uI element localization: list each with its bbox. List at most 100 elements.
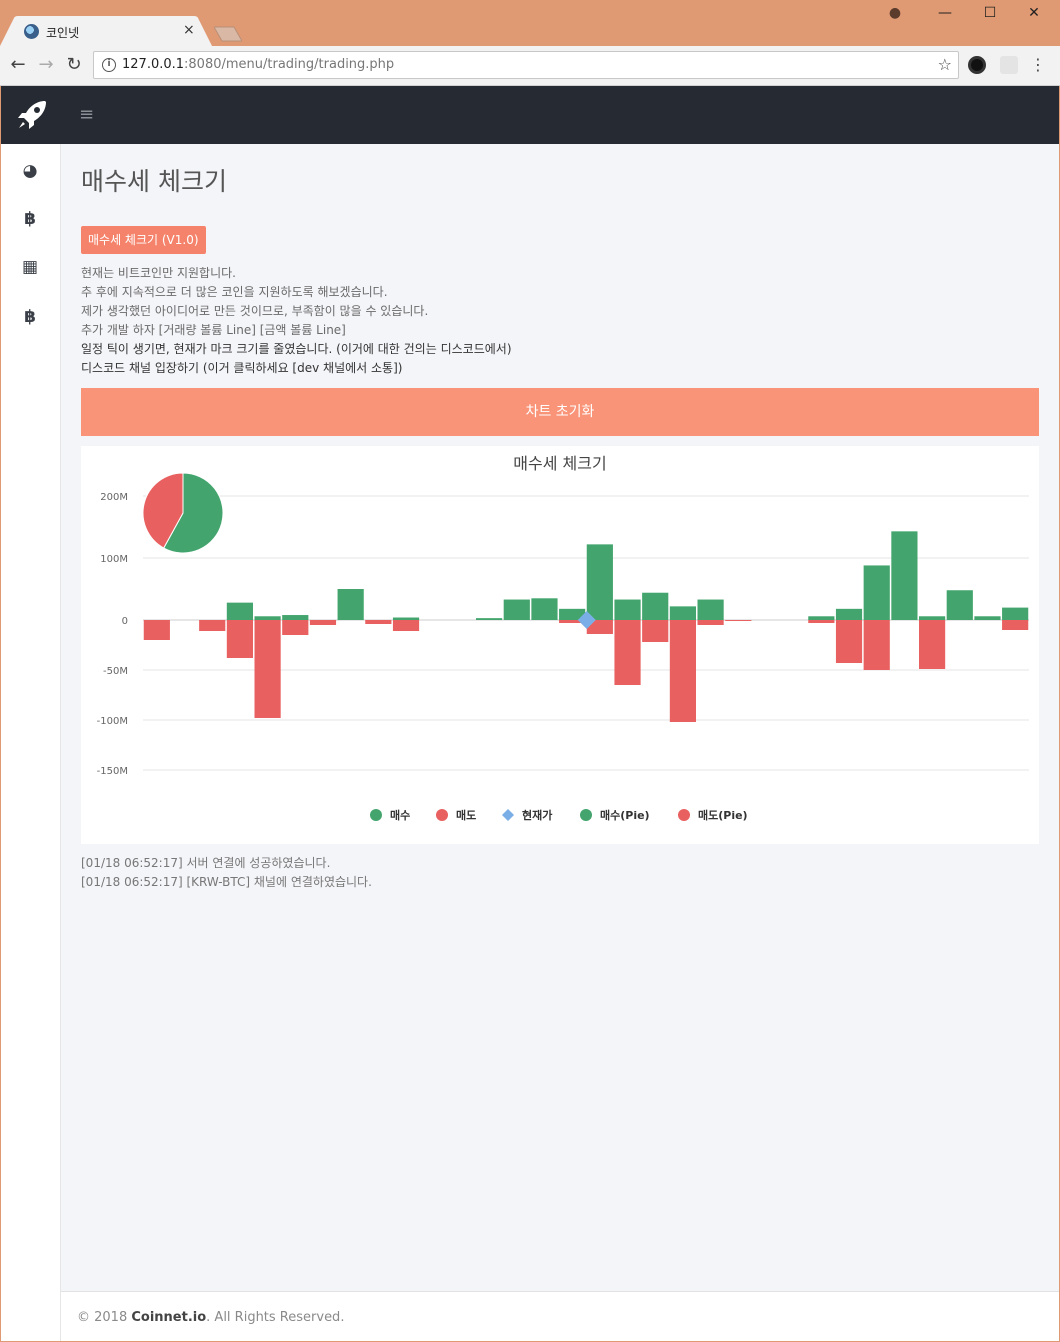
bar-buy [1002, 607, 1029, 620]
bar-buy [337, 589, 364, 620]
pie-slice [142, 472, 184, 549]
bar-buy [586, 544, 613, 620]
top-navbar: ≡ [1, 86, 1059, 144]
minimize-button[interactable]: — [938, 5, 952, 21]
hamburger-menu-icon[interactable]: ≡ [79, 104, 95, 125]
note-line: 추 후에 지속적으로 더 많은 코인을 지원하도록 해보겠습니다. [81, 285, 388, 299]
bar-sell [365, 620, 392, 624]
bar-buy [642, 592, 669, 620]
bar-buy [919, 616, 946, 620]
legend-label: 현재가 [522, 808, 552, 822]
bar-buy [863, 565, 890, 620]
reset-chart-button[interactable]: 차트 초기화 [81, 388, 1039, 436]
maximize-button[interactable]: ☐ [983, 5, 997, 21]
dashboard-icon[interactable]: ◕ [22, 161, 38, 181]
rocket-logo-icon[interactable] [15, 98, 49, 132]
bar-sell [559, 620, 586, 623]
bar-buy [282, 615, 309, 620]
y-tick-label: 200M [100, 492, 128, 503]
bar-sell [282, 620, 309, 635]
bar-sell [835, 620, 863, 663]
y-tick-label: 0 [122, 616, 128, 627]
y-tick-label: -100M [97, 716, 128, 727]
bar-sell [392, 620, 420, 631]
y-tick-label: -50M [103, 666, 128, 677]
bar-sell [309, 620, 337, 625]
legend-label: 매수 [390, 808, 410, 822]
bar-buy [503, 599, 530, 620]
bar-buy [559, 608, 586, 620]
bar-sell [586, 620, 613, 634]
bar-buy [531, 598, 558, 620]
legend-marker [502, 809, 514, 821]
legend-label: 매도(Pie) [698, 808, 748, 822]
profile-icon[interactable]: ● [888, 5, 902, 21]
active-tab[interactable] [0, 16, 220, 46]
bitcoin-icon[interactable]: ฿ [24, 209, 36, 229]
log-line: [01/18 06:52:17] [KRW-BTC] 채널에 연결하였습니다. [81, 875, 372, 889]
sidebar: ◕ ฿ ▦ ฿ [1, 144, 61, 1341]
legend-label: 매도 [456, 808, 476, 822]
extension-compass-icon[interactable] [968, 56, 986, 74]
y-tick-label: -150M [97, 766, 128, 777]
legend-marker [580, 809, 592, 821]
footer: © 2018 Coinnet.io. All Rights Reserved. [61, 1291, 1059, 1341]
tab-close-icon[interactable]: × [183, 22, 195, 38]
chart-title: 매수세 체크기 [513, 454, 606, 473]
bar-buy [392, 617, 420, 620]
legend-marker [678, 809, 690, 821]
bar-buy [974, 616, 1001, 620]
price-marker [577, 611, 596, 629]
back-button[interactable]: ← [10, 54, 26, 75]
bar-buy [669, 606, 696, 620]
bar-buy [476, 618, 503, 620]
pie-slice [163, 472, 224, 554]
bar-sell [697, 620, 724, 625]
bar-sell [808, 620, 835, 623]
note-line: 추가 개발 하자 [거래량 볼륨 Line] [금액 볼륨 Line] [81, 323, 346, 337]
close-window-button[interactable]: ✕ [1028, 5, 1040, 21]
copyright-text: © 2018 Coinnet.io. All Rights Reserved. [77, 1310, 345, 1325]
bookmark-star-icon[interactable]: ☆ [937, 55, 952, 74]
bar-buy [254, 616, 281, 620]
legend-marker [436, 809, 448, 821]
bar-buy [614, 599, 641, 620]
bar-sell [669, 620, 696, 722]
new-tab-button[interactable] [214, 26, 242, 42]
bar-buy [808, 616, 835, 620]
brand-name[interactable]: Coinnet.io [131, 1310, 207, 1325]
url-text[interactable]: 127.0.0.1:8080/menu/trading/trading.php [122, 57, 395, 72]
bar-sell [143, 620, 170, 640]
bar-buy [891, 531, 918, 620]
browser-menu-icon[interactable]: ⋮ [1030, 55, 1046, 74]
address-bar[interactable]: i 127.0.0.1:8080/menu/trading/trading.ph… [93, 51, 959, 79]
chart-card: 매수세 체크기 200M 100M 0 -50M -100M -150M 매수 매도 현재가 매수(… [81, 446, 1039, 844]
bar-sell [919, 620, 946, 669]
bar-sell [614, 620, 641, 685]
version-badge: 매수세 체크기 (V1.0) [81, 226, 206, 254]
y-tick-label: 100M [100, 554, 128, 565]
connection-log: [01/18 06:52:17] 서버 연결에 성공하였습니다. [01/18 … [81, 854, 372, 892]
bar-buy [835, 608, 863, 620]
info-icon[interactable]: i [102, 58, 116, 72]
bar-sell [725, 620, 752, 621]
forward-button[interactable]: → [38, 54, 54, 75]
favicon-icon [24, 24, 39, 39]
tab-title: 코인넷 [46, 26, 80, 40]
note-line: 제가 생각했던 아이디어로 만든 것이므로, 부족함이 많을 수 있습니다. [81, 304, 429, 318]
bar-sell [642, 620, 669, 642]
bar-sell [254, 620, 281, 718]
note-line: 일정 틱이 생기면, 현재가 마크 크기를 줄였습니다. (이거에 대한 건의는… [81, 342, 512, 356]
trade-chart[interactable]: 매수세 체크기 200M 100M 0 -50M -100M -150M 매수 매도 현재가 매수(… [81, 446, 1039, 844]
notes: 현재는 비트코인만 지원합니다. 추 후에 지속적으로 더 많은 코인을 지원하… [81, 264, 512, 378]
bar-sell [1002, 620, 1029, 630]
extension-react-icon[interactable] [1000, 56, 1018, 74]
reload-button[interactable]: ↻ [66, 54, 82, 75]
bar-sell [199, 620, 226, 631]
browser-titlebar: 코인넷 × ● — ☐ ✕ [0, 0, 1060, 46]
discord-link[interactable]: 디스코드 채널 입장하기 (이거 클릭하세요 [dev 채널에서 소통]) [81, 361, 403, 375]
log-line: [01/18 06:52:17] 서버 연결에 성공하였습니다. [81, 856, 331, 870]
grid-icon[interactable]: ▦ [21, 257, 39, 277]
bar-buy [697, 599, 724, 620]
bitcoin-icon[interactable]: ฿ [24, 307, 36, 327]
